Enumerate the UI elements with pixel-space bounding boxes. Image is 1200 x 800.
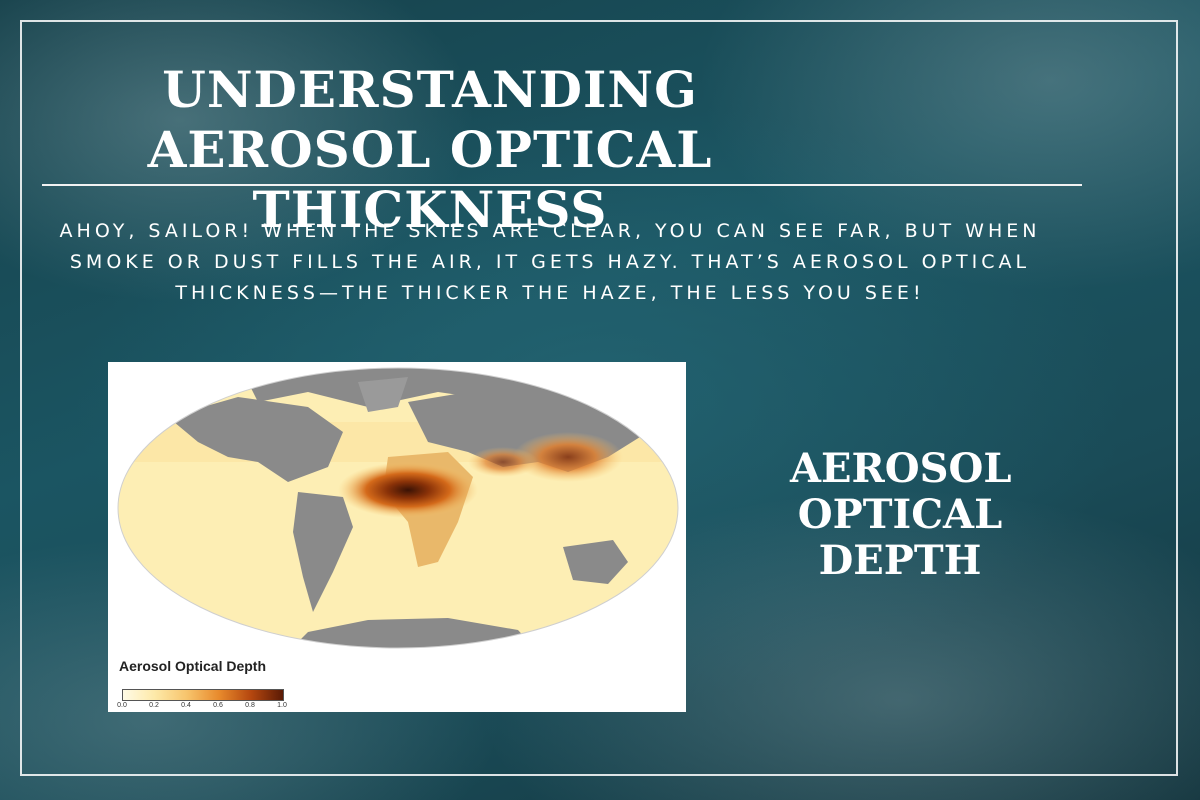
legend-ticks: 0.0 0.2 0.4 0.6 0.8 1.0 [117, 702, 287, 712]
legend-tick: 0.6 [213, 702, 223, 709]
legend-tick: 0.0 [117, 702, 127, 709]
north-america-landmass [168, 397, 343, 482]
legend-tick: 0.8 [245, 702, 255, 709]
sahara-dust-plume [338, 462, 478, 518]
legend-title: Aerosol Optical Depth [119, 658, 267, 674]
title-divider [42, 184, 1082, 186]
south-america-landmass [293, 492, 353, 612]
legend-tick: 1.0 [277, 702, 287, 709]
world-map-image [117, 367, 679, 649]
aerosol-map-figure: Aerosol Optical Depth 0.0 0.2 0.4 0.6 0.… [108, 362, 686, 712]
legend-tick: 0.2 [149, 702, 159, 709]
border-frame [20, 20, 1178, 776]
australia-landmass [563, 540, 628, 584]
side-heading: AEROSOL OPTICAL DEPTH [790, 445, 1012, 584]
greenland-landmass [358, 377, 408, 412]
legend-color-bar [122, 689, 284, 701]
asia-haze-plume [513, 432, 623, 482]
legend-tick: 0.4 [181, 702, 191, 709]
page-title: UNDERSTANDING AEROSOL OPTICAL THICKNESS [147, 60, 713, 239]
intro-text: AHOY, SAILOR! WHEN THE SKIES ARE CLEAR, … [59, 220, 1041, 304]
middle-east-haze [468, 447, 538, 477]
